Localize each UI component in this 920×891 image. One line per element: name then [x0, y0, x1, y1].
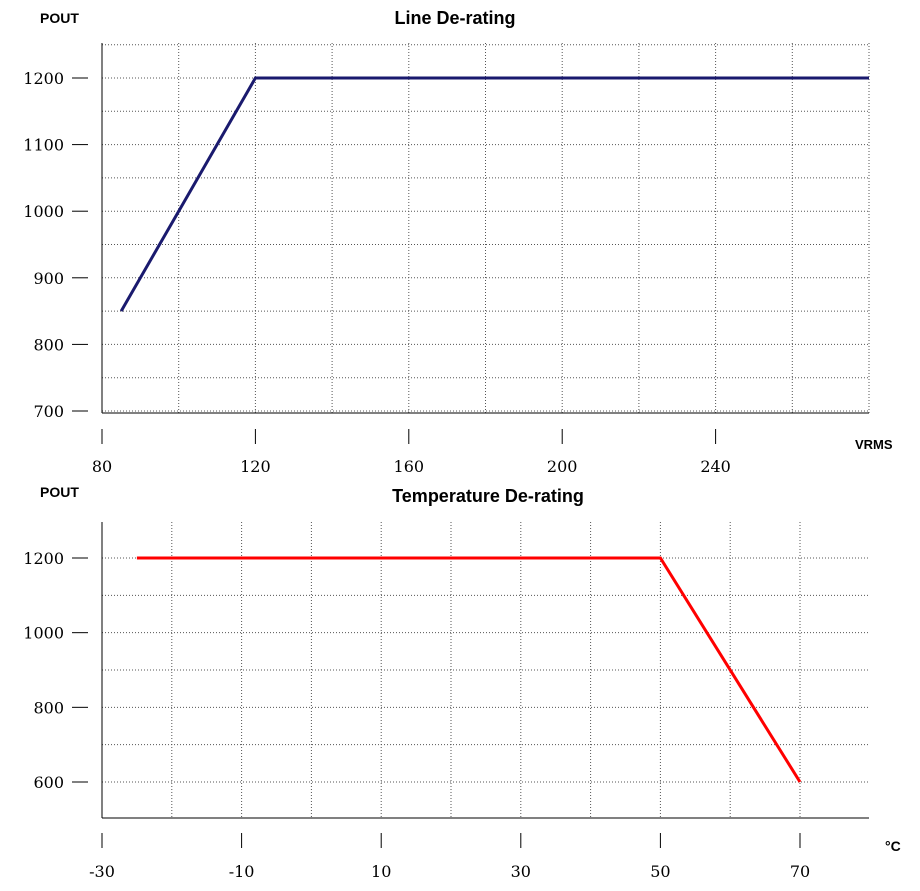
- y-tick-label: 800: [33, 335, 64, 354]
- y-tick-label: 600: [33, 773, 64, 792]
- y-tick-label: 1100: [23, 136, 64, 155]
- y-tick-label: 1200: [23, 69, 64, 88]
- y-tick-label: 800: [33, 698, 64, 717]
- y-tick-label: 1000: [23, 202, 64, 221]
- x-tick-label: 80: [92, 457, 112, 476]
- y-axis-label: POUT: [40, 10, 79, 26]
- temperature-derating-chart: Temperature De-rating POUT °C 600 800 1000…: [23, 484, 900, 881]
- axes: [101, 43, 869, 414]
- x-tick-labels: -30 -10 10 30 50 70: [89, 833, 810, 881]
- x-tick-label: 240: [700, 457, 731, 476]
- x-tick-label: 160: [394, 457, 425, 476]
- x-tick-labels: 80 120 160 200 240: [92, 429, 731, 476]
- x-tick-label: -10: [229, 862, 255, 881]
- x-axis-label: VRMS: [855, 437, 893, 452]
- y-tick-labels: 700 800 900 1000 1100 1200: [23, 69, 88, 421]
- series: [119, 76, 869, 312]
- series-line: [119, 76, 869, 312]
- x-tick-label: 70: [790, 862, 810, 881]
- line-derating-chart: Line De-rating POUT VRMS 700 800 900 1000 11…: [23, 8, 893, 476]
- x-axis-label: °C: [885, 838, 901, 854]
- y-axis-label: POUT: [40, 484, 79, 500]
- axes: [101, 522, 869, 819]
- x-tick-label: -30: [89, 862, 115, 881]
- y-tick-label: 700: [33, 402, 64, 421]
- grid-lines: [102, 43, 870, 413]
- y-tick-label: 1200: [23, 549, 64, 568]
- series-line: [136, 556, 802, 783]
- x-tick-label: 30: [511, 862, 531, 881]
- series: [136, 556, 802, 783]
- chart-title: Temperature De-rating: [392, 486, 584, 506]
- grid-lines: [102, 522, 869, 818]
- y-tick-labels: 600 800 1000 1200: [23, 549, 88, 792]
- x-tick-label: 50: [650, 862, 670, 881]
- x-tick-label: 200: [547, 457, 578, 476]
- x-tick-label: 10: [371, 862, 391, 881]
- y-tick-label: 1000: [23, 624, 64, 643]
- chart-title: Line De-rating: [394, 8, 515, 28]
- x-tick-label: 120: [240, 457, 271, 476]
- y-tick-label: 900: [33, 269, 64, 288]
